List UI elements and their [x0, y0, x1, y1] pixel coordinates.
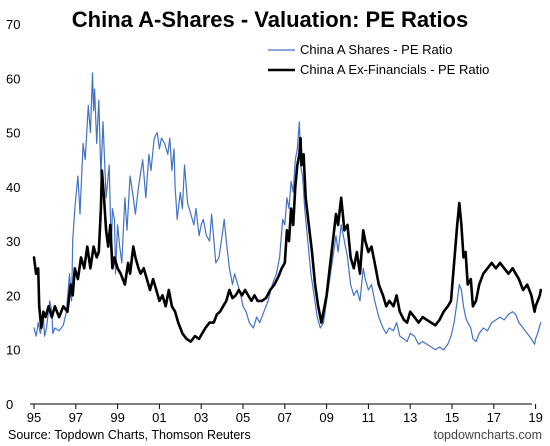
- y-tick-label: 30: [6, 234, 20, 249]
- x-tick-label: 99: [110, 410, 124, 425]
- series-line-ex-financials: [32, 136, 543, 343]
- x-tick-label: 95: [27, 410, 41, 425]
- x-tick-label: 19: [528, 410, 542, 425]
- y-tick-label: 50: [6, 126, 20, 141]
- y-tick-label: 10: [6, 343, 20, 358]
- x-tick-label: 01: [152, 410, 166, 425]
- x-tick-label: 11: [362, 410, 376, 425]
- y-tick-label: 60: [6, 71, 20, 86]
- source-note: Source: Topdown Charts, Thomson Reuters: [8, 428, 251, 442]
- x-tick-label: 97: [69, 410, 83, 425]
- x-tick-label: 05: [236, 410, 250, 425]
- x-tick-label: 17: [487, 410, 501, 425]
- legend-label: China A Shares - PE Ratio: [300, 42, 452, 57]
- x-tick-label: 03: [194, 410, 208, 425]
- x-tick-label: 07: [278, 410, 292, 425]
- series-group: [32, 72, 543, 351]
- y-tick-label: 40: [6, 180, 20, 195]
- y-tick-label: 70: [6, 17, 20, 32]
- x-tick-label: 13: [403, 410, 417, 425]
- watermark: topdowncharts.com: [434, 428, 542, 442]
- x-tick-label: 15: [445, 410, 459, 425]
- y-tick-label: 20: [6, 288, 20, 303]
- series-line-a-shares: [33, 72, 542, 351]
- x-tick-label: 09: [319, 410, 333, 425]
- y-tick-label: 0: [6, 397, 13, 412]
- legend-label: China A Ex-Financials - PE Ratio: [300, 62, 489, 77]
- legend: China A Shares - PE Ratio China A Ex-Fina…: [268, 42, 489, 77]
- axes: 0 10 20 30 40 50 60 70 95 97 99 01 03 05 07 09 11 13 15 17 1…: [6, 17, 543, 425]
- chart-title: China A-Shares - Valuation: PE Ratios: [72, 7, 468, 32]
